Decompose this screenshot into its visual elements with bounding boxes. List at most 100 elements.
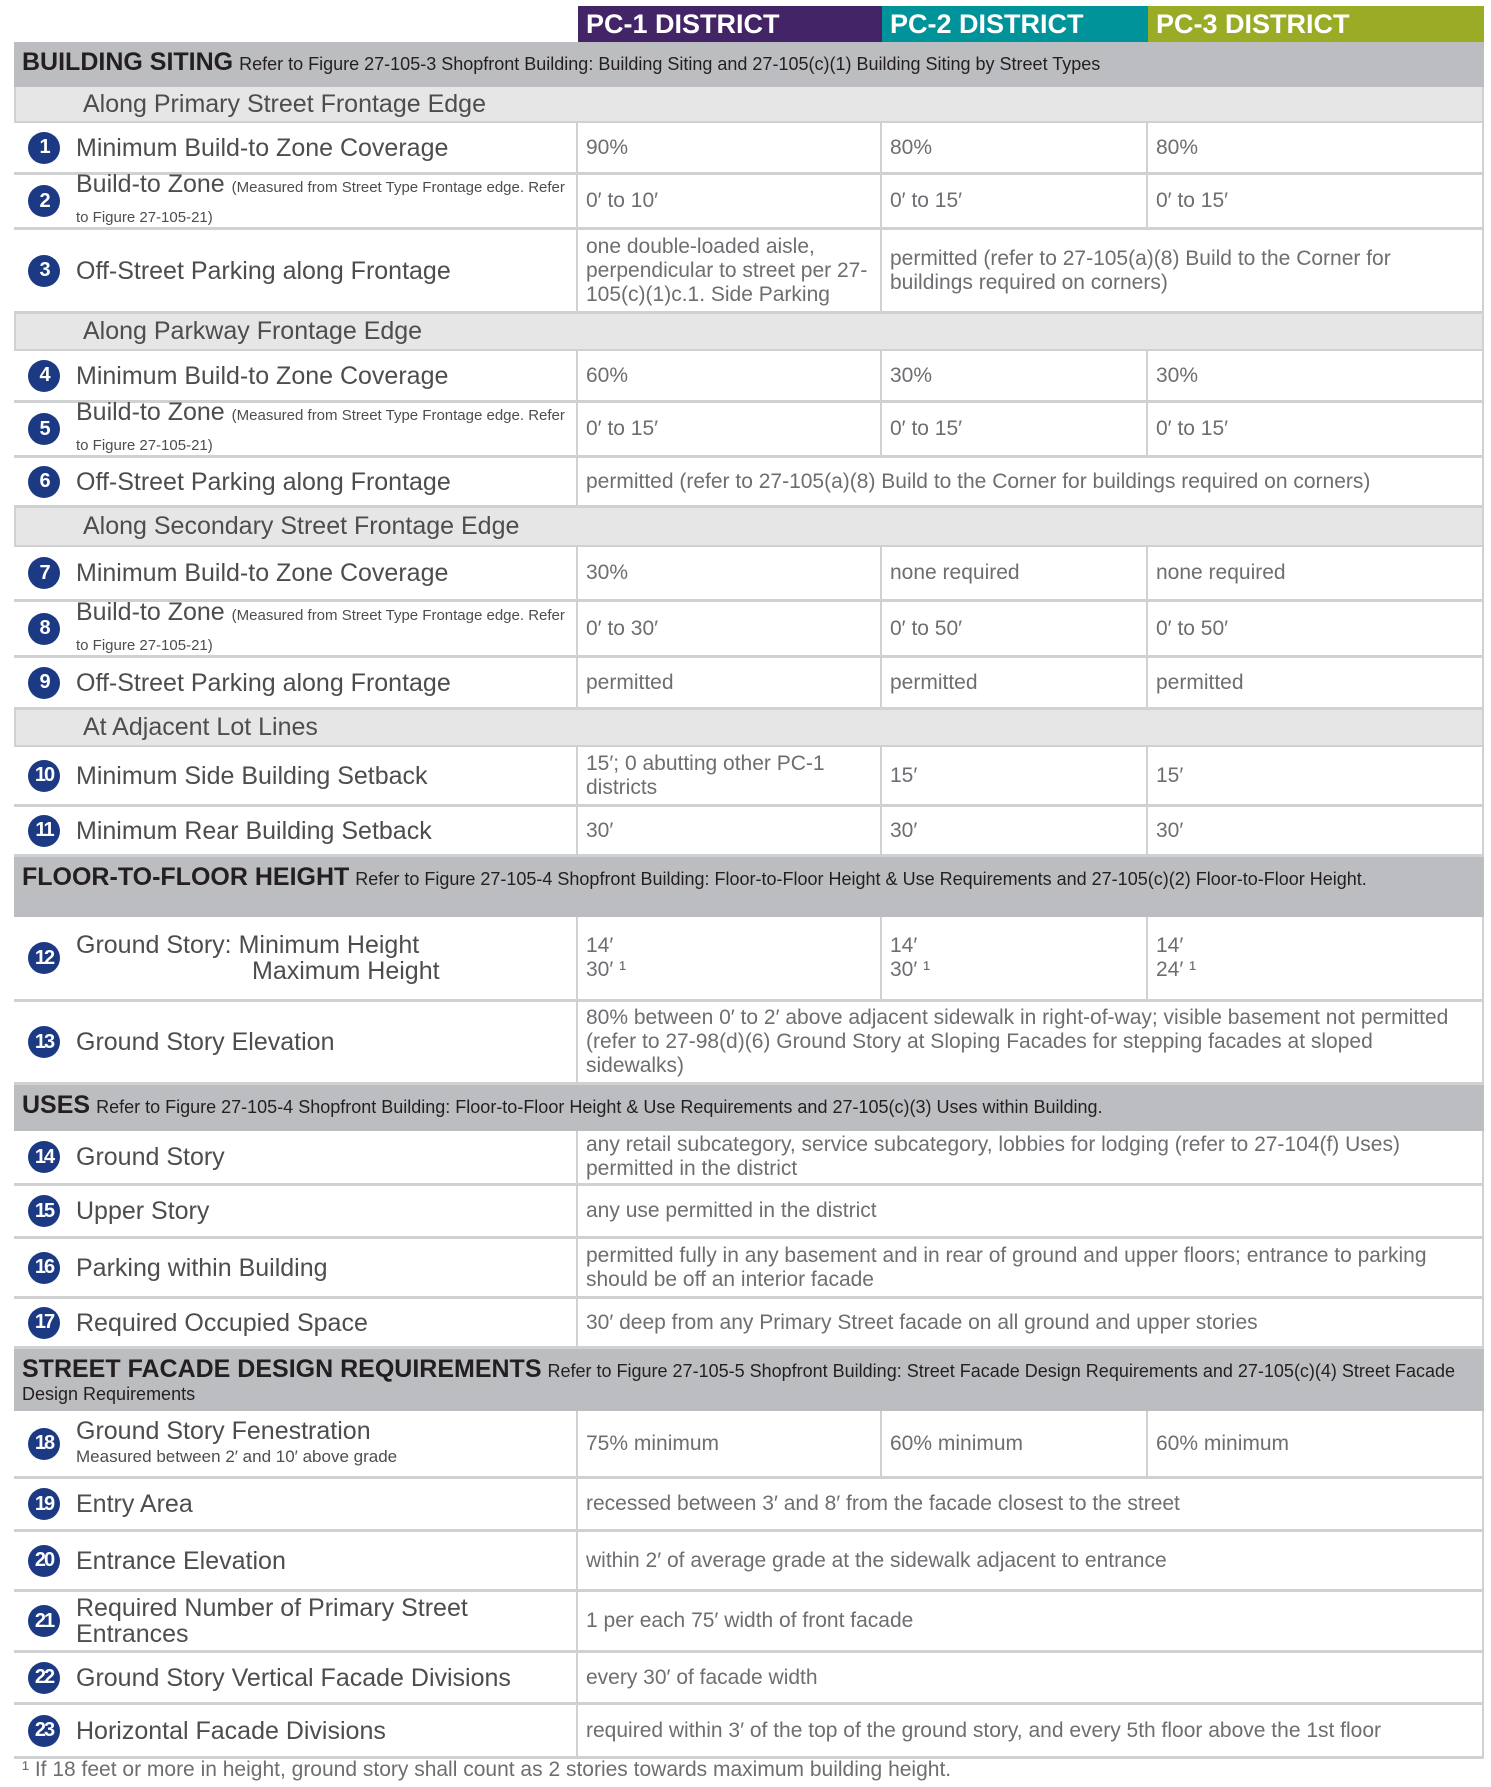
table-row: 22 Ground Story Vertical Facade Divisions… [14,1653,1484,1705]
row-label: Ground Story: Minimum Height Maximum Heig… [76,932,440,984]
table-row: 20 Entrance Elevation within 2′ of average… [14,1532,1484,1592]
value-cell: 15′; 0 abutting other PC-1 districts [578,747,882,804]
row-label-cell: 21 Required Number of Primary Street Entr… [14,1592,578,1650]
row-number-badge: 23 [28,1714,60,1747]
row-label: Required Number of Primary Street Entran… [76,1595,576,1647]
row-label: Build-to Zone (Measured from Street Type… [76,171,576,231]
value-cell: none required [882,547,1148,599]
row-label-cell: 22 Ground Story Vertical Facade Divisions [14,1653,578,1702]
row-number-badge: 20 [28,1544,60,1577]
table-row: 4 Minimum Build-to Zone Coverage 60% 30% 30% [14,351,1484,403]
row-label: Ground Story [76,1144,225,1170]
row-label: Minimum Build-to Zone Coverage [76,560,448,586]
row-label-cell: 4 Minimum Build-to Zone Coverage [14,351,578,400]
row-label-text: Ground Story Elevation [76,1028,335,1056]
row-label-cell: 8 Build-to Zone (Measured from Street Typ… [14,599,578,655]
value-cell: one double-loaded aisle, perpendicular t… [578,230,882,311]
section-header: STREET FACADE DESIGN REQUIREMENTS Refer t… [14,1349,1484,1411]
standards-table: BUILDING SITING Refer to Figure 27-105-3 … [14,42,1484,1759]
value-cell: 14′ 24′ ¹ [1148,917,1484,999]
table-row: 21 Required Number of Primary Street Entr… [14,1592,1484,1653]
subsection-header: Along Primary Street Frontage Edge [14,87,1484,123]
row-label-cell: 12 Ground Story: Minimum Height Maximum He… [14,917,578,999]
row-label-text: Parking within Building [76,1253,328,1282]
value-cell: permitted [578,658,882,707]
value-cell: permitted [882,658,1148,707]
row-label-text: Ground Story: Minimum Height [76,931,420,959]
row-label-text: Ground Story Fenestration [76,1416,371,1445]
row-label: Entry Area [76,1491,193,1517]
value-cell: required within 3′ of the top of the gro… [578,1705,1484,1756]
row-number-badge: 2 [28,185,60,217]
table-row: 15 Upper Story any use permitted in the di… [14,1186,1484,1239]
table-row: 16 Parking within Building permitted fully… [14,1239,1484,1299]
row-label-note: (Measured from Street Type Frontage edge… [76,407,565,454]
section-reference: Refer to Figure 27-105-3 Shopfront Build… [239,54,1101,74]
section-title: STREET FACADE DESIGN REQUIREMENTS [22,1355,542,1383]
district-header-3: PC-3 DISTRICT [1148,6,1484,42]
table-row: 12 Ground Story: Minimum Height Maximum He… [14,917,1484,1002]
row-label: Ground Story Fenestration Measured betwee… [76,1418,397,1470]
value-cell: every 30′ of facade width [578,1653,1484,1702]
table-row: 17 Required Occupied Space 30′ deep from a… [14,1299,1484,1349]
row-label-cell: 19 Entry Area [14,1479,578,1529]
row-number-badge: 11 [28,814,60,847]
row-number-badge: 9 [28,666,60,699]
section-title: BUILDING SITING [22,48,234,76]
value-cell: none required [1148,547,1484,599]
row-label: Off-Street Parking along Frontage [76,258,451,284]
row-number-badge: 22 [28,1661,60,1694]
value-cell: 80% between 0′ to 2′ above adjacent side… [578,1002,1484,1082]
row-label-text: Required Occupied Space [76,1308,368,1337]
row-label-text: Ground Story [76,1143,225,1171]
row-number-badge: 8 [28,612,60,645]
table-row: 13 Ground Story Elevation 80% between 0′ t… [14,1002,1484,1085]
row-label: Off-Street Parking along Frontage [76,670,451,696]
table-row: 2 Build-to Zone (Measured from Street Typ… [14,171,1484,230]
row-label-cell: 11 Minimum Rear Building Setback [14,807,578,854]
value-cell: 30% [578,547,882,599]
row-label-text: Off-Street Parking along Frontage [76,467,451,496]
value-cell: 60% [578,351,882,400]
row-label-text: Ground Story Vertical Facade Divisions [76,1663,511,1692]
row-number-badge: 10 [28,759,60,792]
footnote: ¹ If 18 feet or more in height, ground s… [22,1758,952,1781]
value-cell: 0′ to 15′ [882,403,1148,455]
row-label-note: (Measured from Street Type Frontage edge… [76,179,565,226]
row-number-badge: 16 [28,1251,60,1284]
row-label: Minimum Side Building Setback [76,763,428,789]
row-label-text: Minimum Build-to Zone Coverage [76,133,449,162]
row-label: Ground Story Vertical Facade Divisions [76,1665,511,1691]
section-reference: Refer to Figure 27-105-5 Shopfront Build… [22,1361,1455,1404]
section-reference: Refer to Figure 27-105-4 Shopfront Build… [96,1097,1103,1117]
value-cell: any retail subcategory, service subcateg… [578,1131,1484,1183]
value-cell: 30′ [1148,807,1484,854]
row-label-cell: 3 Off-Street Parking along Frontage [14,230,578,311]
value-cell: 30′ [578,807,882,854]
table-row: 8 Build-to Zone (Measured from Street Typ… [14,599,1484,658]
row-label-text-2: Maximum Height [252,957,440,985]
subsection-header: Along Parkway Frontage Edge [14,314,1484,351]
row-label-cell: 23 Horizontal Facade Divisions [14,1705,578,1756]
section-header: FLOOR-TO-FLOOR HEIGHT Refer to Figure 27-… [14,857,1484,917]
row-sublabel: Measured between 2′ and 10′ above grade [76,1446,398,1466]
row-label-text: Upper Story [76,1197,210,1225]
row-label-text: Minimum Build-to Zone Coverage [76,559,449,587]
row-label-text: Minimum Build-to Zone Coverage [76,361,449,390]
row-label-text: Off-Street Parking along Frontage [76,256,451,285]
district-header: PC-1 DISTRICT PC-2 DISTRICT PC-3 DISTRICT [578,6,1484,42]
row-number-badge: 5 [28,413,60,445]
row-label-cell: 10 Minimum Side Building Setback [14,747,578,804]
value-cell: 80% [1148,123,1484,172]
row-label: Minimum Build-to Zone Coverage [76,363,448,389]
row-label-cell: 18 Ground Story Fenestration Measured betw… [14,1411,578,1476]
row-number-badge: 14 [28,1141,60,1173]
district-header-1: PC-1 DISTRICT [578,6,882,42]
value-cell: any use permitted in the district [578,1186,1484,1236]
district-header-2: PC-2 DISTRICT [882,6,1148,42]
value-cell: permitted fully in any basement and in r… [578,1239,1484,1296]
value-cell: 30% [882,351,1148,400]
row-label-cell: 15 Upper Story [14,1186,578,1236]
row-label-note: (Measured from Street Type Frontage edge… [76,606,565,654]
value-cell: 0′ to 15′ [882,175,1148,227]
